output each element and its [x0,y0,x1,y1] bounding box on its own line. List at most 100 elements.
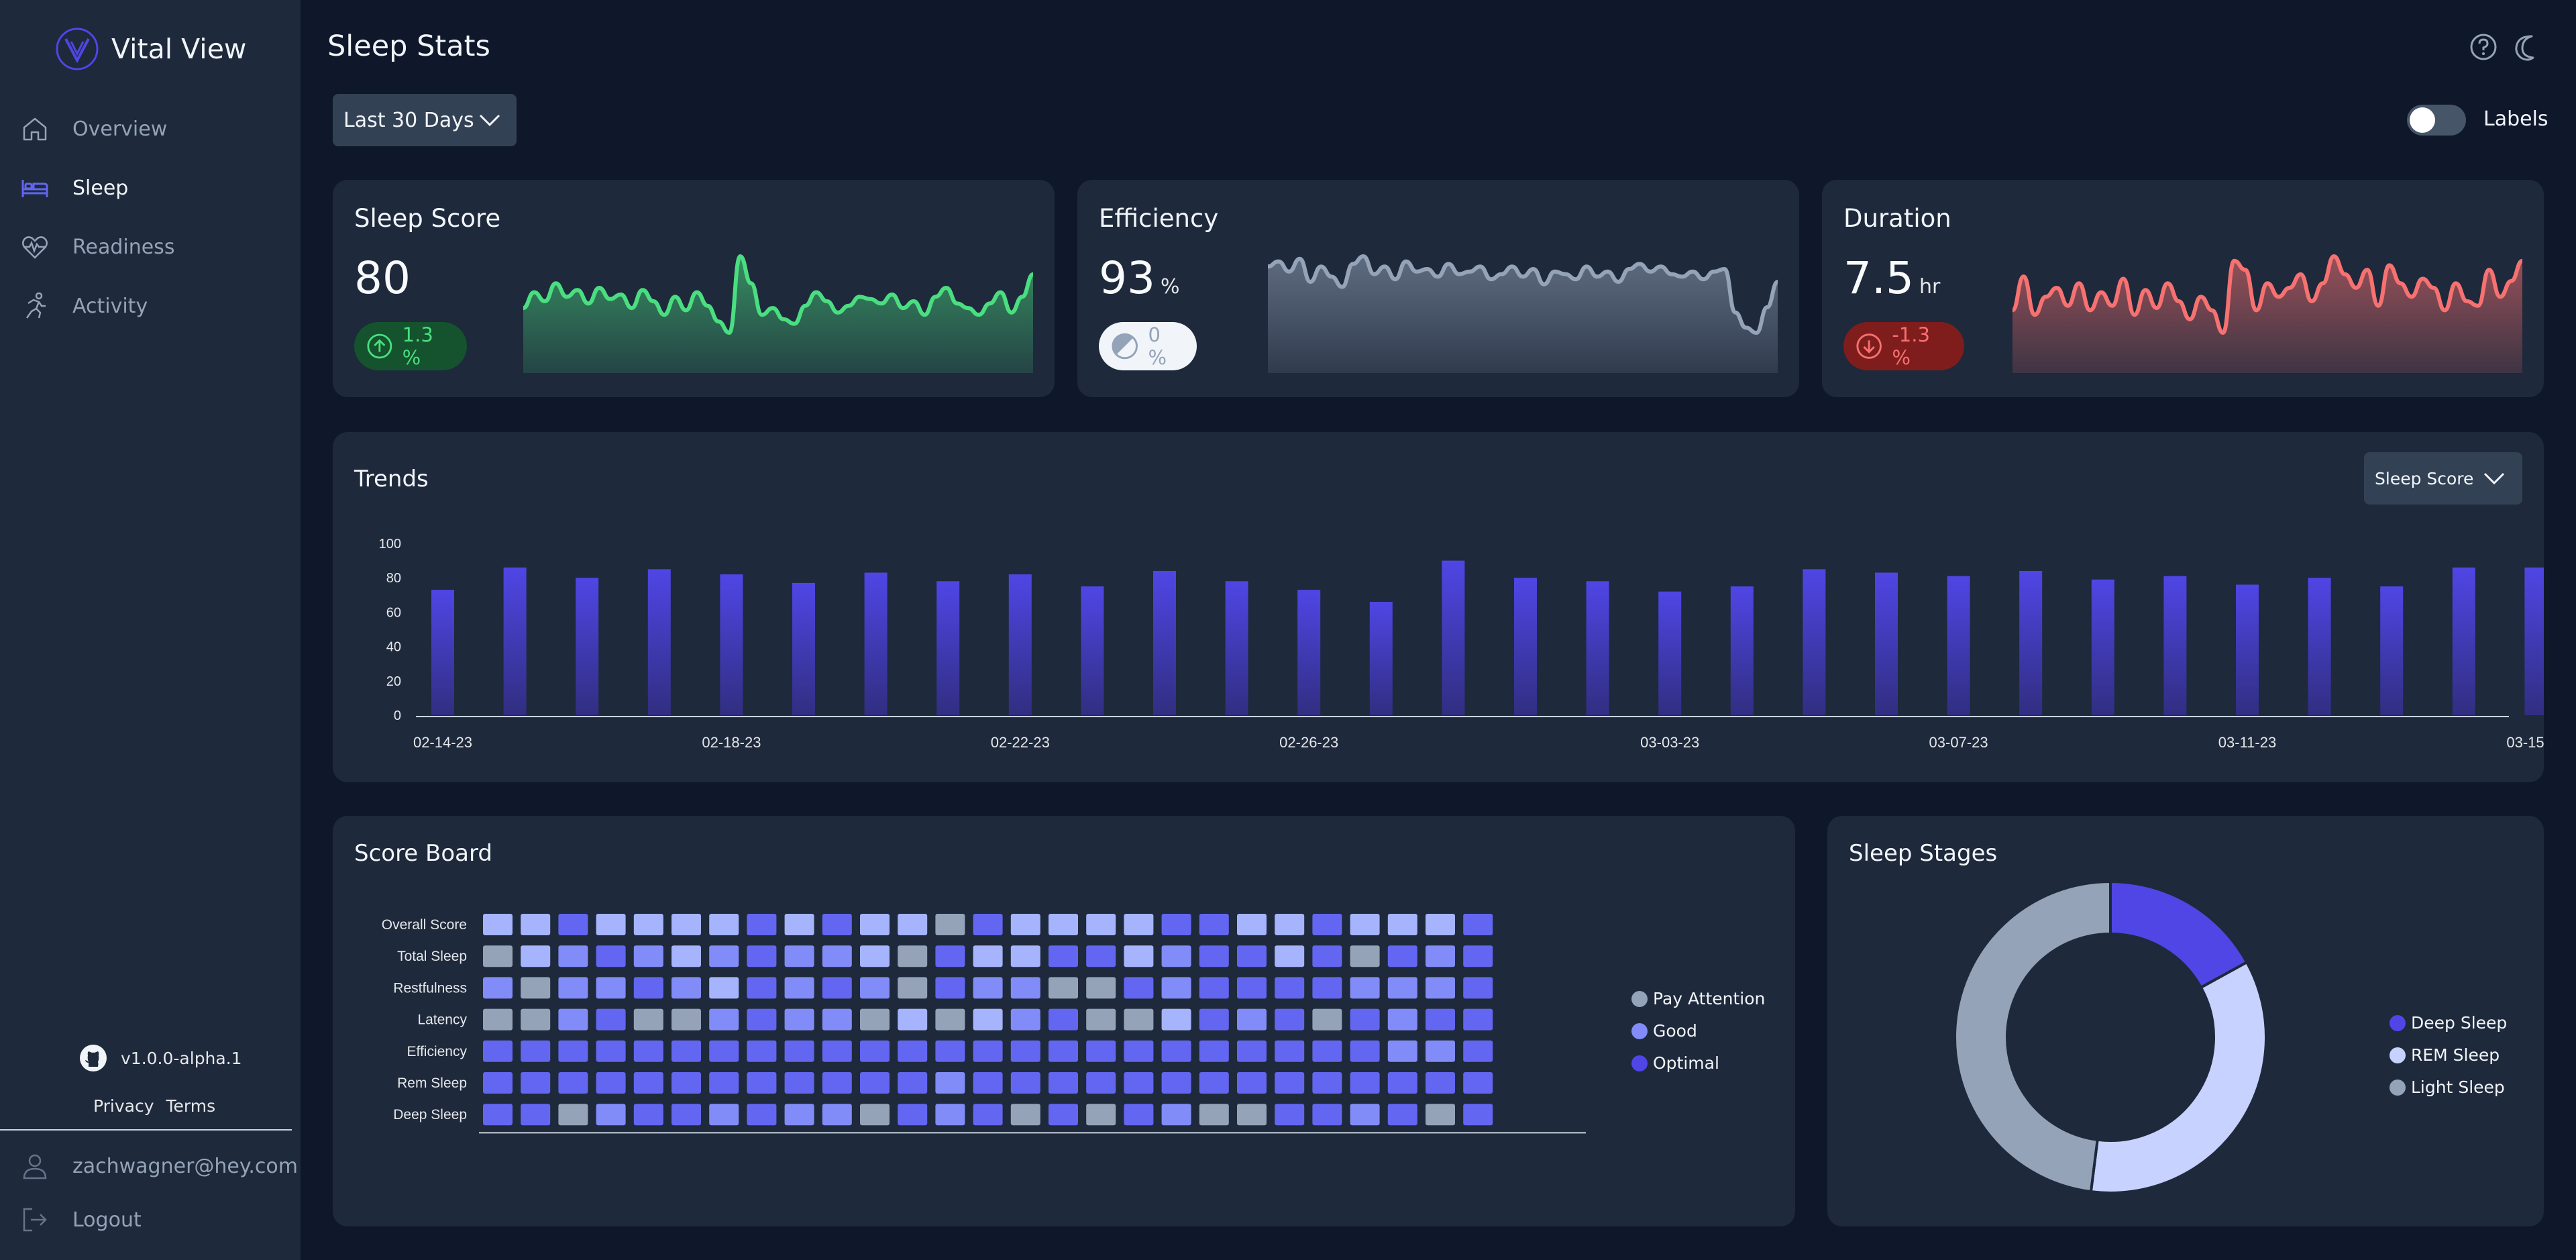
score-cell[interactable] [860,1104,890,1126]
trend-bar[interactable] [2019,570,2043,715]
score-cell[interactable] [1275,1104,1305,1126]
score-cell[interactable] [672,914,701,935]
trend-bar[interactable] [864,572,888,715]
score-cell[interactable] [935,977,965,999]
score-cell[interactable] [898,977,928,999]
score-cell[interactable] [1350,1104,1380,1126]
score-cell[interactable] [633,1040,663,1062]
score-cell[interactable] [1275,914,1305,935]
score-cell[interactable] [709,977,739,999]
score-cell[interactable] [1010,977,1040,999]
trend-bar[interactable] [2163,576,2187,715]
score-cell[interactable] [596,1072,626,1094]
trend-bar[interactable] [1875,572,1898,715]
trend-bar[interactable] [1947,576,1970,715]
score-cell[interactable] [898,1008,928,1031]
score-cell[interactable] [1049,1040,1078,1062]
score-cell[interactable] [1350,1040,1380,1062]
score-cell[interactable] [521,914,551,935]
labels-toggle[interactable] [2407,105,2466,136]
score-cell[interactable] [521,1104,551,1126]
score-cell[interactable] [1010,945,1040,967]
score-cell[interactable] [1350,914,1380,935]
score-cell[interactable] [898,945,928,967]
sidebar-item-overview[interactable]: Overview [20,109,167,149]
score-cell[interactable] [672,1072,701,1094]
score-cell[interactable] [898,1072,928,1094]
score-cell[interactable] [1426,1072,1455,1094]
score-cell[interactable] [672,977,701,999]
trend-bar[interactable] [2452,567,2475,715]
score-cell[interactable] [935,1040,965,1062]
score-cell[interactable] [822,1040,852,1062]
score-cell[interactable] [1426,1104,1455,1126]
score-cell[interactable] [1312,1040,1342,1062]
score-cell[interactable] [596,977,626,999]
score-cell[interactable] [1086,914,1116,935]
terms-link[interactable]: Terms [166,1096,216,1116]
donut-slice-rem-sleep[interactable] [2089,960,2267,1194]
score-cell[interactable] [1387,945,1417,967]
score-cell[interactable] [483,1040,513,1062]
score-cell[interactable] [935,945,965,967]
score-cell[interactable] [558,977,588,999]
score-cell[interactable] [1161,977,1191,999]
score-cell[interactable] [1161,1104,1191,1126]
score-cell[interactable] [747,945,777,967]
score-cell[interactable] [1237,914,1267,935]
score-cell[interactable] [1463,1040,1493,1062]
score-cell[interactable] [483,977,513,999]
user-account[interactable]: zachwagner@hey.com [20,1151,298,1181]
donut-slice-deep-sleep[interactable] [2109,880,2249,990]
score-cell[interactable] [709,1072,739,1094]
score-cell[interactable] [1387,977,1417,999]
score-cell[interactable] [1124,1008,1154,1031]
trend-bar[interactable] [720,574,743,715]
trend-bar[interactable] [1514,578,1537,715]
score-cell[interactable] [672,1040,701,1062]
score-cell[interactable] [596,1040,626,1062]
score-cell[interactable] [1124,1104,1154,1126]
trend-bar[interactable] [1297,590,1321,715]
trend-bar[interactable] [1153,570,1176,715]
trend-bar[interactable] [1442,560,1465,715]
score-cell[interactable] [1049,914,1078,935]
trend-bar[interactable] [431,590,454,715]
score-cell[interactable] [747,914,777,935]
score-cell[interactable] [860,914,890,935]
trend-bar[interactable] [503,567,527,715]
score-cell[interactable] [1463,945,1493,967]
score-cell[interactable] [1237,945,1267,967]
logout-button[interactable]: Logout [20,1205,142,1235]
trend-bar[interactable] [1081,586,1104,715]
score-cell[interactable] [633,1072,663,1094]
score-cell[interactable] [1237,1072,1267,1094]
score-cell[interactable] [860,1008,890,1031]
score-cell[interactable] [822,1008,852,1031]
score-cell[interactable] [822,914,852,935]
score-cell[interactable] [1199,945,1229,967]
moon-icon[interactable] [2513,32,2542,62]
score-cell[interactable] [1086,977,1116,999]
score-cell[interactable] [1086,1104,1116,1126]
trend-bar[interactable] [576,578,599,715]
trend-bar[interactable] [647,569,671,715]
score-cell[interactable] [784,914,814,935]
score-cell[interactable] [633,945,663,967]
score-cell[interactable] [822,977,852,999]
score-cell[interactable] [1161,914,1191,935]
score-cell[interactable] [1350,1072,1380,1094]
score-cell[interactable] [1312,1104,1342,1126]
score-cell[interactable] [973,945,1003,967]
score-cell[interactable] [784,1072,814,1094]
score-cell[interactable] [973,1040,1003,1062]
score-cell[interactable] [784,977,814,999]
score-cell[interactable] [483,945,513,967]
score-cell[interactable] [973,1008,1003,1031]
privacy-link[interactable]: Privacy [93,1096,154,1116]
score-cell[interactable] [1010,914,1040,935]
score-cell[interactable] [1463,1008,1493,1031]
score-cell[interactable] [1124,977,1154,999]
trend-bar[interactable] [1658,591,1682,715]
sidebar-item-sleep[interactable]: Sleep [20,168,128,208]
